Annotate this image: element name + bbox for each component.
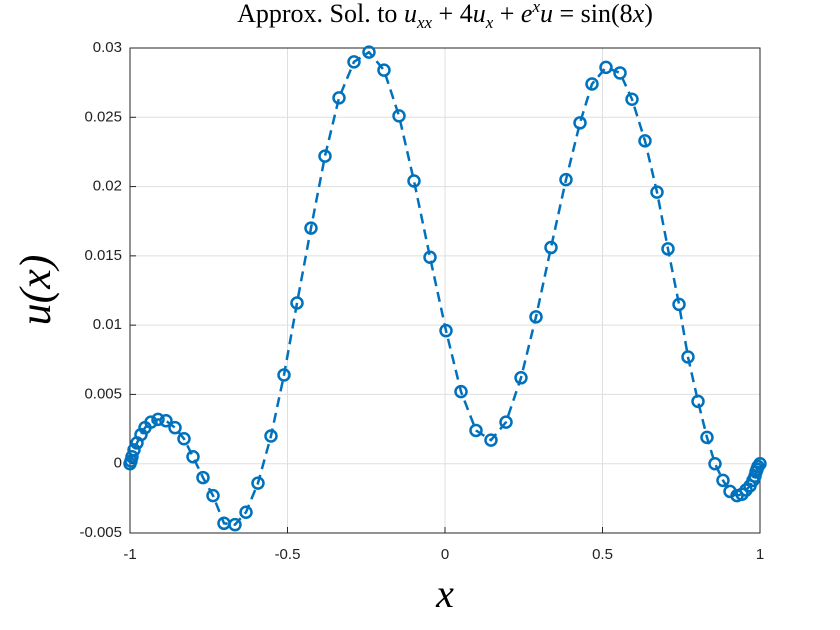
y-tick-label: 0 xyxy=(114,455,122,472)
y-axis-label: u(x) xyxy=(11,255,60,326)
marker xyxy=(134,427,148,442)
marker xyxy=(661,242,675,256)
marker xyxy=(423,250,437,264)
marker xyxy=(228,517,242,532)
marker xyxy=(304,221,318,235)
marker xyxy=(708,456,722,471)
title-part: u xyxy=(473,0,486,28)
marker xyxy=(650,185,664,199)
marker xyxy=(599,60,613,75)
x-axis-label: x xyxy=(435,571,454,616)
title-part: x xyxy=(485,13,494,32)
x-tick-label: 1 xyxy=(756,546,764,563)
marker xyxy=(514,371,528,385)
marker xyxy=(277,368,291,382)
marker xyxy=(264,429,278,443)
y-tick-label: 0.015 xyxy=(84,247,122,264)
marker xyxy=(392,109,406,123)
marker xyxy=(484,433,498,447)
marker xyxy=(439,323,453,338)
title-part: + xyxy=(493,0,521,28)
title-part: Approx. Sol. to xyxy=(237,0,404,28)
marker xyxy=(681,350,695,364)
marker xyxy=(290,296,304,310)
marker xyxy=(469,423,483,438)
marker xyxy=(377,63,391,77)
marker xyxy=(206,488,220,503)
title-part: e xyxy=(521,0,533,28)
y-tick-label: 0.02 xyxy=(93,178,122,195)
marker xyxy=(613,66,627,80)
y-tick-label: 0.025 xyxy=(84,108,122,125)
marker xyxy=(672,297,686,312)
marker xyxy=(151,412,165,427)
marker xyxy=(125,450,139,464)
title-part: ) xyxy=(644,0,653,28)
title-part: = sin(8 xyxy=(553,0,633,28)
y-tick-label: 0.005 xyxy=(84,385,122,402)
marker xyxy=(127,443,141,457)
x-tick-label: -1 xyxy=(123,546,136,563)
title-part: x xyxy=(632,0,645,28)
x-tick-label: -0.5 xyxy=(275,546,301,563)
y-tick-label: -0.005 xyxy=(79,524,122,541)
marker xyxy=(716,473,730,488)
marker xyxy=(585,77,599,91)
title-part: u xyxy=(540,0,553,28)
marker xyxy=(186,450,200,464)
marker xyxy=(239,505,253,519)
marker xyxy=(407,174,421,188)
marker xyxy=(347,55,361,69)
marker xyxy=(168,420,182,435)
x-tick-label: 0.5 xyxy=(592,546,613,563)
marker xyxy=(753,456,767,471)
marker xyxy=(700,430,714,445)
title-part: xx xyxy=(416,13,433,32)
marker xyxy=(196,470,210,485)
title-part: + 4 xyxy=(432,0,473,28)
marker xyxy=(251,476,265,490)
marker xyxy=(691,394,705,409)
marker xyxy=(625,92,639,107)
marker xyxy=(559,172,573,187)
marker xyxy=(529,310,543,324)
y-tick-label: 0.01 xyxy=(93,316,122,333)
x-tick-label: 0 xyxy=(441,546,449,563)
chart-title: Approx. Sol. to uxx + 4ux + exu = sin(8x… xyxy=(237,0,653,32)
marker xyxy=(499,415,513,429)
marker xyxy=(318,149,332,163)
title-part: x xyxy=(531,0,540,16)
title-part: u xyxy=(404,0,417,28)
y-tick-label: 0.03 xyxy=(93,39,122,56)
marker xyxy=(454,384,468,399)
marker xyxy=(159,414,173,428)
marker xyxy=(144,415,158,429)
marker xyxy=(177,432,191,446)
marker xyxy=(362,45,376,59)
axes-box xyxy=(129,47,761,534)
marker xyxy=(544,240,558,255)
marker xyxy=(332,91,346,105)
marker xyxy=(573,116,587,130)
marker xyxy=(638,134,652,148)
